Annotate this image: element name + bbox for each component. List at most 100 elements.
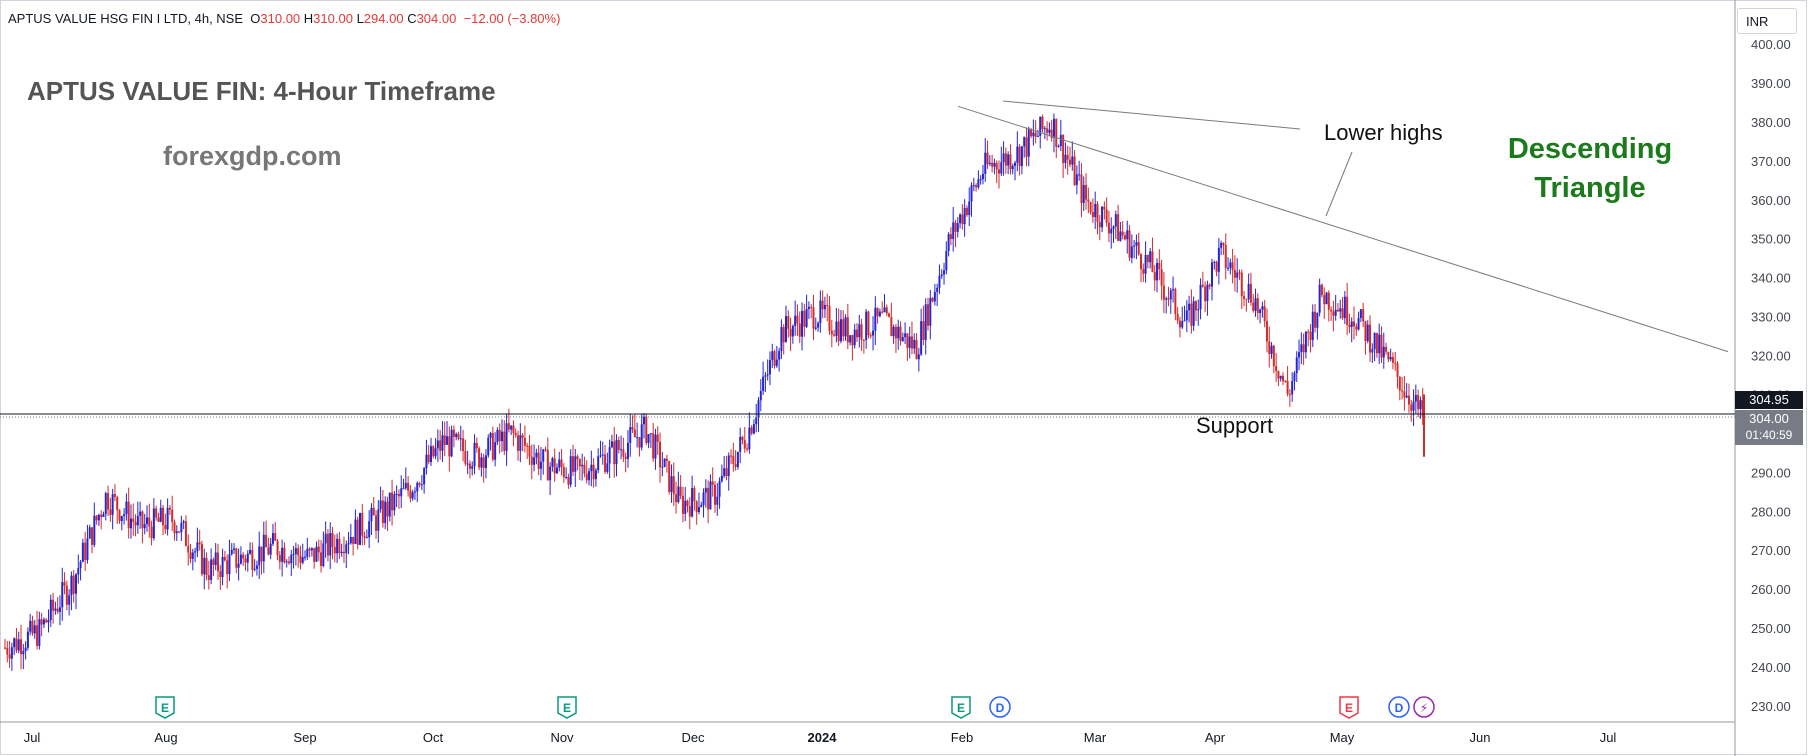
candle-body <box>885 307 888 314</box>
candle-body <box>892 326 895 337</box>
candle-body <box>1336 309 1339 312</box>
dividend-event-marker[interactable]: D <box>989 696 1011 718</box>
candle-body <box>24 647 27 651</box>
candle-body <box>315 546 318 562</box>
close-value: 304.00 <box>416 11 457 26</box>
candle-body <box>152 508 155 539</box>
price-tick-label: 260.00 <box>1751 582 1791 597</box>
candle-body <box>1412 401 1415 411</box>
candle-body <box>640 424 643 448</box>
candle-body <box>100 514 103 517</box>
candle-body <box>1389 357 1392 360</box>
pattern-label: Descending Triangle <box>1460 130 1720 208</box>
candle-body <box>368 521 371 538</box>
earnings-event-marker[interactable]: E <box>557 696 577 719</box>
candle-body <box>1385 346 1388 352</box>
candle-body <box>920 321 923 355</box>
candle-body <box>1123 235 1126 240</box>
candle-body <box>1130 246 1133 258</box>
dividend-icon <box>989 696 1011 718</box>
candle-body <box>494 442 497 460</box>
candle-body <box>542 449 545 462</box>
candle-body <box>484 455 487 469</box>
candle-body <box>979 179 982 181</box>
candle-body <box>466 463 469 465</box>
candle-body <box>1295 357 1298 374</box>
candle-body <box>132 518 135 522</box>
candle-body <box>1229 262 1232 268</box>
candle-body <box>972 185 975 187</box>
candle-body <box>361 512 364 536</box>
candle-body <box>968 201 971 216</box>
time-tick-label: Jul <box>24 730 41 745</box>
candle-body <box>498 429 501 442</box>
candle-body <box>775 359 778 366</box>
candle-body <box>1355 326 1358 330</box>
candle-body <box>1087 199 1090 202</box>
candle-body <box>1314 311 1317 328</box>
candle-body <box>1268 341 1271 354</box>
candle-body <box>583 464 586 474</box>
candle-body <box>1327 292 1330 310</box>
candle-body <box>1272 345 1275 367</box>
candle-body <box>452 429 455 437</box>
price-tick-label: 360.00 <box>1751 193 1791 208</box>
candle-body <box>691 488 694 517</box>
earnings-event-marker[interactable]: E <box>951 696 971 719</box>
candle-body <box>70 575 73 596</box>
candle-body <box>1107 222 1110 234</box>
candle-body <box>959 214 962 224</box>
symbol-name[interactable]: APTUS VALUE HSG FIN I LTD, 4h, NSE <box>8 11 244 26</box>
earnings-event-marker[interactable]: E <box>155 696 175 719</box>
candle-body <box>1387 351 1390 360</box>
candle-body <box>585 473 588 481</box>
candle-body <box>221 556 224 578</box>
candle-body <box>910 336 913 349</box>
candle-body <box>700 504 703 508</box>
candle-body <box>276 540 279 556</box>
currency-selector[interactable]: INR <box>1737 8 1797 34</box>
candle-body <box>723 468 726 476</box>
candle-body <box>1048 129 1051 133</box>
candle-body <box>212 559 215 566</box>
candle-body <box>693 488 696 502</box>
candle-body <box>601 454 604 456</box>
candle-body <box>1341 308 1344 319</box>
split-event-marker[interactable]: ⚡ <box>1413 696 1435 718</box>
candle-body <box>365 537 368 539</box>
candle-body <box>1009 154 1012 170</box>
earnings-icon <box>557 696 577 719</box>
candle-body <box>349 537 352 544</box>
candle-body <box>120 516 123 521</box>
candle-body <box>168 507 171 510</box>
candle-body <box>501 431 503 442</box>
candle-body <box>1004 153 1007 166</box>
candle-body <box>860 324 863 340</box>
candle-body <box>359 512 361 545</box>
candle-body <box>413 491 416 493</box>
earnings-event-marker[interactable]: E <box>1339 696 1359 719</box>
candle-body <box>196 542 199 552</box>
candle-body <box>665 458 668 461</box>
candle-body <box>1082 184 1085 204</box>
candle-body <box>897 326 900 339</box>
candle-body <box>370 507 373 522</box>
candle-body <box>661 466 664 468</box>
candle-body <box>191 552 194 559</box>
candle-body <box>519 435 522 451</box>
candle-body <box>526 445 529 447</box>
candle-body <box>933 291 936 302</box>
candle-body <box>1265 321 1268 342</box>
candle-body <box>624 456 627 459</box>
event-marker-label: E <box>957 701 965 715</box>
candle-body <box>320 552 323 567</box>
candle-body <box>310 548 313 551</box>
price-tick-label: 270.00 <box>1751 543 1791 558</box>
candle-body <box>1247 283 1250 300</box>
dividend-event-marker[interactable]: D <box>1388 696 1410 718</box>
price-tick-label: 400.00 <box>1751 37 1791 52</box>
candle-body <box>1114 214 1117 227</box>
candle-body <box>872 330 875 336</box>
candle-body <box>1325 292 1328 305</box>
